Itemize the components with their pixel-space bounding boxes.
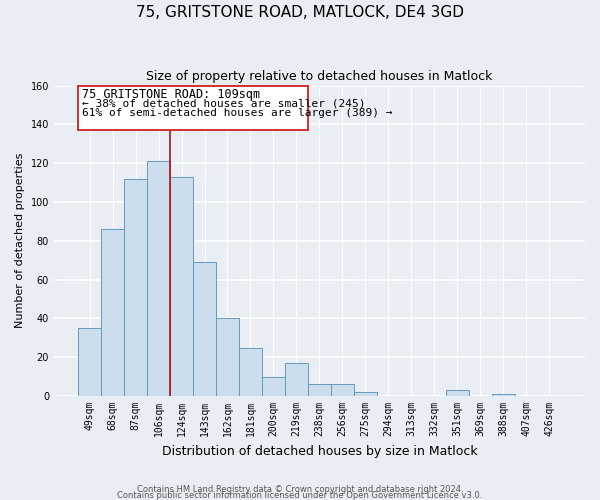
Bar	[239, 348, 262, 396]
Bar	[262, 376, 285, 396]
Y-axis label: Number of detached properties: Number of detached properties	[15, 153, 25, 328]
Bar	[331, 384, 354, 396]
Text: ← 38% of detached houses are smaller (245): ← 38% of detached houses are smaller (24…	[82, 98, 365, 108]
Bar	[78, 328, 101, 396]
Title: Size of property relative to detached houses in Matlock: Size of property relative to detached ho…	[146, 70, 493, 83]
Bar	[147, 161, 170, 396]
Text: 75, GRITSTONE ROAD, MATLOCK, DE4 3GD: 75, GRITSTONE ROAD, MATLOCK, DE4 3GD	[136, 5, 464, 20]
Text: Contains HM Land Registry data © Crown copyright and database right 2024.: Contains HM Land Registry data © Crown c…	[137, 485, 463, 494]
Bar	[354, 392, 377, 396]
Text: 61% of semi-detached houses are larger (389) →: 61% of semi-detached houses are larger (…	[82, 108, 392, 118]
Bar	[285, 363, 308, 396]
Bar	[170, 177, 193, 396]
Text: 75 GRITSTONE ROAD: 109sqm: 75 GRITSTONE ROAD: 109sqm	[82, 88, 260, 102]
Bar	[193, 262, 216, 396]
Text: Contains public sector information licensed under the Open Government Licence v3: Contains public sector information licen…	[118, 490, 482, 500]
Bar	[124, 178, 147, 396]
Bar	[216, 318, 239, 396]
Bar	[492, 394, 515, 396]
Bar	[101, 229, 124, 396]
Bar	[446, 390, 469, 396]
FancyBboxPatch shape	[78, 86, 308, 130]
Bar	[308, 384, 331, 396]
X-axis label: Distribution of detached houses by size in Matlock: Distribution of detached houses by size …	[161, 444, 477, 458]
